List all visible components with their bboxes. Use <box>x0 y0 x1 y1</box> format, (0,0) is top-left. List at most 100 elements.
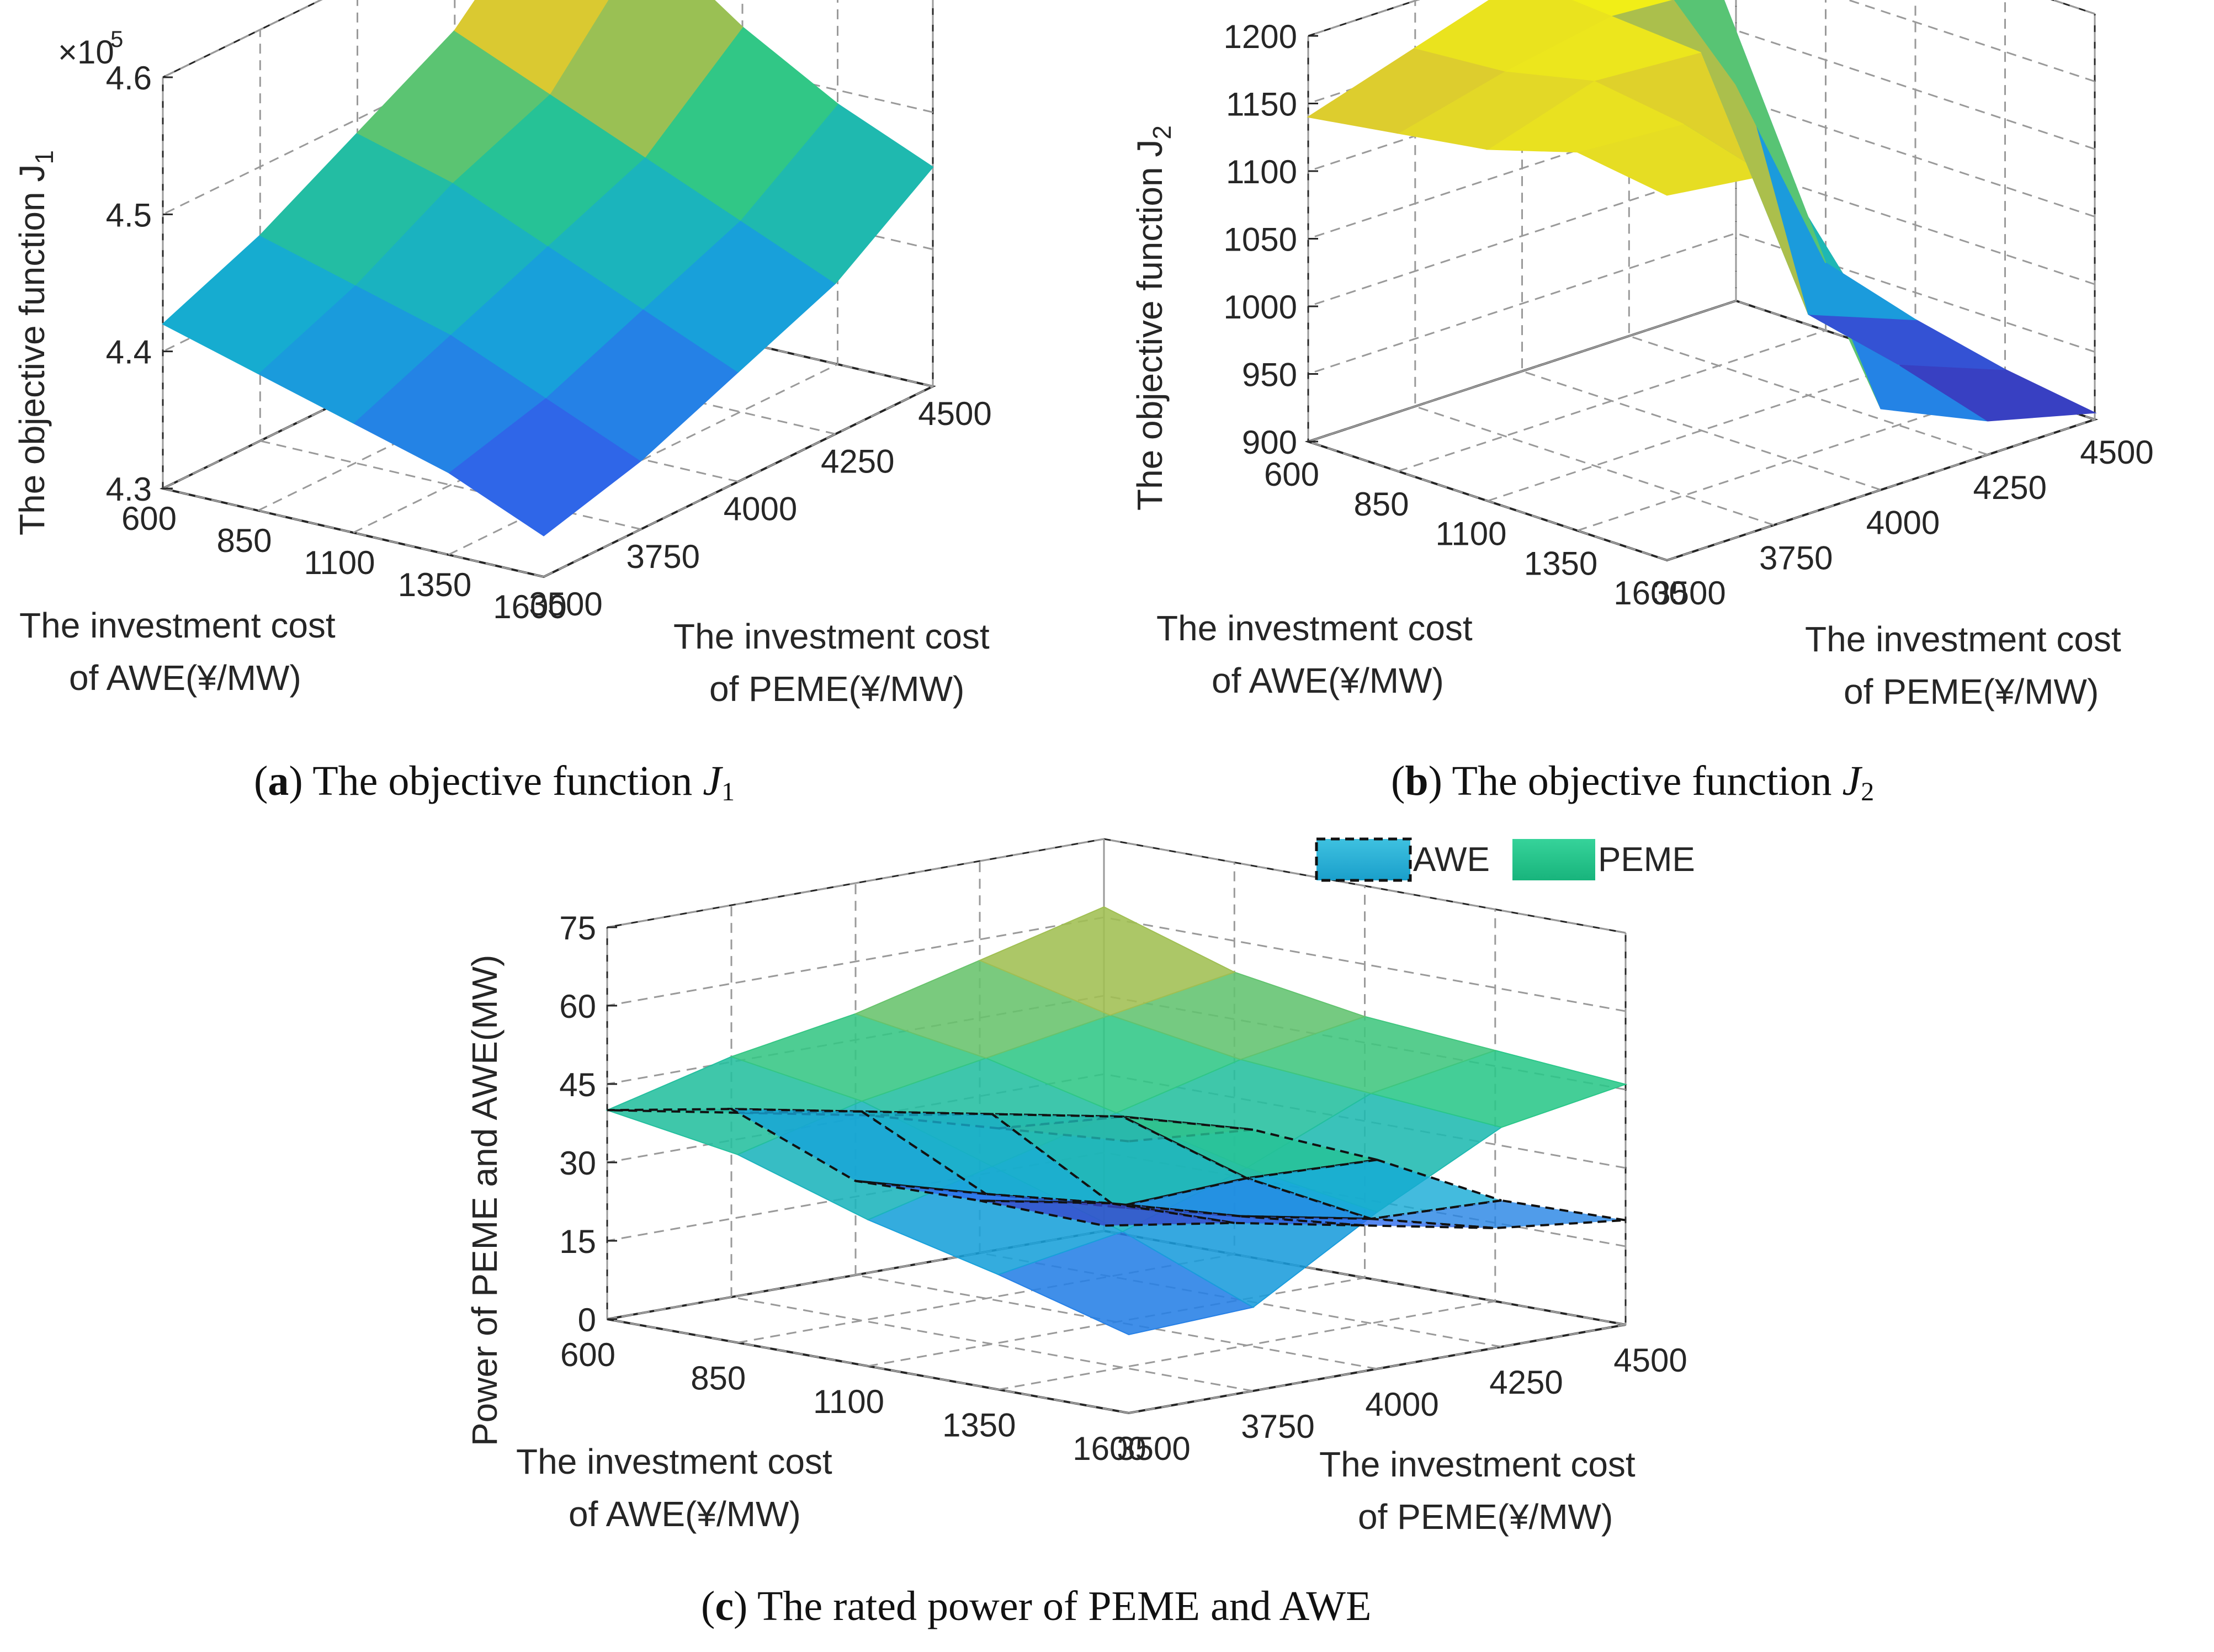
c-awe-surface-patch <box>855 1180 1111 1204</box>
c-awe-surface-patch <box>1371 1199 1626 1230</box>
a-y-tick-label: 4250 <box>821 443 894 480</box>
panel-b-x-axis-label-line1: The investment cost <box>1156 608 1473 648</box>
b-z-tick-label: 1050 <box>1224 221 1297 258</box>
panel-c-x-axis-label-line1: The investment cost <box>516 1442 832 1481</box>
c-awe-surface-patch <box>1240 1215 1495 1229</box>
c-y-gridline <box>730 905 1254 1392</box>
a-x-tick-label: 1100 <box>304 544 375 581</box>
panel-c-surfaces <box>606 906 1628 1336</box>
c-z-tick-label: 75 <box>559 910 596 947</box>
panel-c-x-ticks: 600 850 1100 1350 1600 <box>560 1336 1146 1467</box>
b-z-tick-label: 900 <box>1242 424 1297 461</box>
b-x-tick-label: 1100 <box>1435 516 1506 553</box>
legend-awe-label: AWE <box>1413 841 1490 879</box>
panel-a-zexp-power: 5 <box>110 26 123 52</box>
a-x-tick-label: 1600 <box>493 588 566 625</box>
panel-b-z-axis-label: The objective function J2 <box>1130 125 1176 511</box>
c-y-tick-label: 4250 <box>1489 1364 1563 1401</box>
panel-a-z-ticks: 4.3 4.4 4.5 4.6 <box>106 60 173 508</box>
a-z-gridline <box>162 23 933 215</box>
c-y-tick-label: 4500 <box>1613 1342 1687 1379</box>
c-awe-surface-patch <box>1122 1116 1378 1180</box>
panel-a-x-ticks: 1600 1350 1100 850 600 <box>121 500 567 625</box>
b-j2-surface-patch <box>1808 314 2005 370</box>
b-z-gridline <box>1308 232 2095 375</box>
b-y-tick-label: 4500 <box>2080 434 2153 471</box>
panel-b-x-ticks: 600 850 1100 1350 1600 <box>1264 456 1687 612</box>
b-z-tick-label: 1000 <box>1224 289 1297 326</box>
c-z-tick-label: 45 <box>559 1066 596 1103</box>
panel-c-z-ticks: 0 15 30 45 60 75 <box>559 910 617 1338</box>
panel-a-y-ticks: 3500 3750 4000 4250 4500 <box>529 395 991 623</box>
b-x-tick-label: 1350 <box>1524 545 1597 582</box>
a-y-tick-label: 4500 <box>918 395 991 432</box>
c-x-tick-label: 850 <box>691 1360 746 1397</box>
c-z-tick-label: 15 <box>559 1223 596 1260</box>
a-z-tick-label: 4.6 <box>106 60 152 97</box>
legend-awe-swatch <box>1315 837 1412 882</box>
panel-a-y-axis-label-line2: of PEME(¥/MW) <box>709 669 964 709</box>
c-awe-surface-patch <box>1109 1202 1365 1227</box>
panel-b-surface <box>1307 0 2097 422</box>
panel-b-y-axis-label-line1: The investment cost <box>1805 619 2121 659</box>
b-x-tick-label: 850 <box>1353 486 1409 523</box>
b-y-tick-label: 3500 <box>1652 575 1725 612</box>
panel-a-z-axis-label: The objective function J1 <box>12 150 59 535</box>
b-y-tick-label: 4000 <box>1866 504 1940 541</box>
c-x-tick-label: 1100 <box>813 1383 884 1420</box>
b-j2-surface-patch <box>1610 0 1809 315</box>
panel-a-y-axis-label-line1: The investment cost <box>673 617 990 656</box>
panel-c-x-axis-label-line2: of AWE(¥/MW) <box>569 1494 801 1534</box>
panel-b-objective-j2: 900 950 1000 1050 1100 1150 1200 600 850 1100 135… <box>1130 0 2154 806</box>
c-x-gridline <box>998 909 1496 1390</box>
b-j2-surface-patch <box>1572 0 1673 17</box>
panel-c-z-axis-label: Power of PEME and AWE(MW) <box>465 955 505 1446</box>
c-x-tick-label: 1350 <box>942 1407 1016 1444</box>
c-awe-surface-patch <box>989 1113 1250 1208</box>
panel-b-caption: (b) The objective function J2 <box>1391 758 1874 806</box>
panel-b-y-ticks: 4500 4250 4000 3750 3500 <box>1652 434 2153 612</box>
panel-a-x-axis-label-line2: of AWE(¥/MW) <box>69 658 301 698</box>
panel-a-x-axis-label-line1: The investment cost <box>19 605 336 645</box>
legend-peme-swatch <box>1512 839 1595 880</box>
a-x-gridline <box>448 0 838 556</box>
c-y-tick-label: 3750 <box>1241 1408 1314 1445</box>
a-z-tick-label: 4.3 <box>106 471 152 508</box>
a-z-gridline <box>162 0 323 78</box>
panel-c-caption: (c) The rated power of PEME and AWE <box>701 1583 1371 1629</box>
legend-peme-label: PEME <box>1598 841 1695 879</box>
panel-c-y-axis-label-line2: of PEME(¥/MW) <box>1358 1497 1613 1537</box>
b-z-tick-label: 1150 <box>1226 86 1297 123</box>
panel-b-x-axis-label-line2: of AWE(¥/MW) <box>1212 661 1444 700</box>
c-z-tick-label: 60 <box>559 988 596 1025</box>
panel-a-surface <box>162 0 934 536</box>
b-x-tick-label: 600 <box>1264 456 1319 493</box>
b-z-tick-label: 950 <box>1242 357 1297 394</box>
a-x-tick-label: 1350 <box>398 566 471 603</box>
a-y-tick-label: 3500 <box>529 586 602 623</box>
c-y-tick-label: 3500 <box>1117 1430 1190 1467</box>
c-awe-surface-patch <box>979 1199 1235 1227</box>
a-y-gridline <box>259 29 641 530</box>
b-x-tick-label: 1600 <box>1613 575 1687 612</box>
a-y-gridline <box>357 0 739 482</box>
a-j1-surface-patch <box>549 0 744 158</box>
b-y-tick-label: 3750 <box>1759 539 1833 576</box>
c-peme-surface-patch <box>978 906 1236 1016</box>
a-z-gridline <box>162 297 933 490</box>
b-z-tick-label: 1100 <box>1226 153 1297 190</box>
c-y-tick-label: 4000 <box>1365 1386 1438 1423</box>
panel-a-caption: (a) The objective function J1 <box>254 758 735 806</box>
c-x-tick-label: 1600 <box>1073 1430 1146 1467</box>
panel-c-y-ticks: 4500 4250 4000 3750 3500 <box>1117 1342 1687 1467</box>
panel-a-objective-j1: 4.3 4.4 4.5 4.6 1600 1350 1100 850 600 3500 3750… <box>12 0 992 806</box>
a-j1-surface-patch <box>454 0 609 95</box>
b-y-tick-label: 4250 <box>1973 469 2047 506</box>
b-z-tick-label: 1200 <box>1224 18 1297 55</box>
panel-c-y-axis-label-line1: The investment cost <box>1319 1444 1636 1484</box>
b-j2-surface-patch <box>1414 0 1613 72</box>
panel-b-y-axis-label-line2: of PEME(¥/MW) <box>1844 672 2099 711</box>
c-awe-surface-patch <box>1116 1177 1372 1220</box>
a-x-tick-label: 850 <box>216 522 272 559</box>
